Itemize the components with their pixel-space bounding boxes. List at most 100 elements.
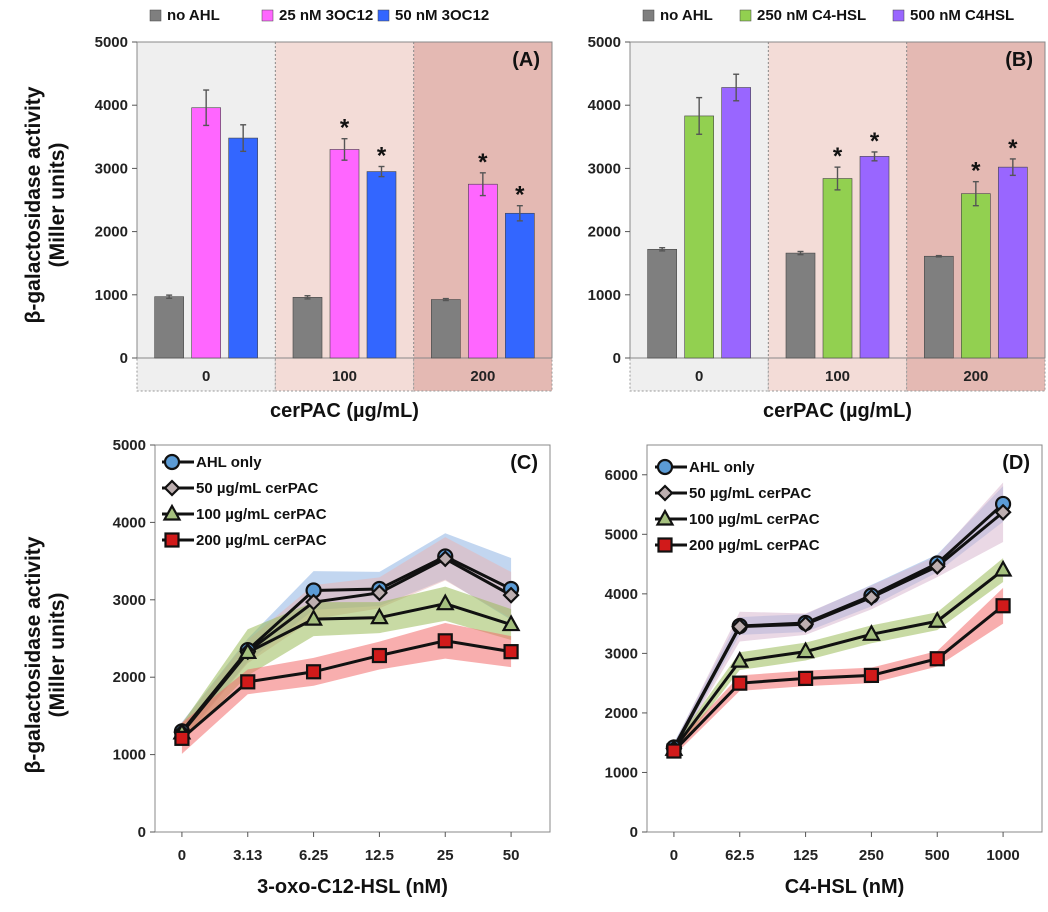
bar xyxy=(329,149,360,359)
x-axis-title: cerPAC (µg/mL) xyxy=(763,400,912,422)
y-tick-label: 2000 xyxy=(95,224,128,241)
significance-star: * xyxy=(833,143,843,170)
legend-label: 25 nM 3OC12 xyxy=(279,7,373,24)
legend-marker xyxy=(162,503,182,521)
bar xyxy=(191,107,221,359)
significance-star: * xyxy=(515,182,525,209)
data-point xyxy=(304,608,323,626)
significance-star: * xyxy=(1008,135,1018,162)
bar xyxy=(366,171,397,359)
x-tick-label: 250 xyxy=(859,847,884,864)
legend-label: AHL only xyxy=(196,454,262,471)
significance-star: * xyxy=(478,149,488,176)
data-point xyxy=(174,730,190,746)
y-axis-title-top-line1: β-galactosidase activity xyxy=(22,86,45,323)
y-axis-title-bottom-line2: (Miller units) xyxy=(46,593,69,718)
bar xyxy=(961,193,991,359)
bar xyxy=(468,183,498,359)
legend-marker xyxy=(656,458,674,476)
y-tick-label: 1000 xyxy=(95,287,128,304)
data-point xyxy=(862,624,881,641)
y-tick-label: 0 xyxy=(630,824,638,841)
x-tick-label: 125 xyxy=(793,847,818,864)
series-line xyxy=(180,639,512,740)
x-tick-label: 0 xyxy=(178,847,186,864)
panel-label: (C) xyxy=(510,452,538,474)
y-tick-label: 4000 xyxy=(113,514,146,531)
panel-label: (D) xyxy=(1002,452,1030,474)
x-tick-label: 25 xyxy=(437,847,454,864)
data-point xyxy=(993,559,1013,577)
x-tick-label: 0 xyxy=(695,368,703,385)
category-label-box xyxy=(136,357,276,392)
x-tick-label: 200 xyxy=(963,368,988,385)
y-tick-label: 4000 xyxy=(605,586,638,603)
bar xyxy=(228,137,258,359)
legend-label: no AHL xyxy=(167,7,220,24)
bar xyxy=(505,212,535,359)
y-tick-label: 3000 xyxy=(605,645,638,662)
legend-swatch xyxy=(149,9,162,22)
legend-marker xyxy=(656,484,674,502)
bar xyxy=(721,87,751,359)
y-tick-label: 5000 xyxy=(588,34,621,51)
y-tick-label: 5000 xyxy=(95,34,128,51)
bar xyxy=(292,297,323,359)
data-point xyxy=(503,644,519,660)
data-point xyxy=(305,664,322,680)
data-point xyxy=(863,667,880,684)
significance-star: * xyxy=(340,115,350,142)
confidence-band xyxy=(181,586,512,743)
series-line xyxy=(672,604,1005,753)
y-tick-label: 2000 xyxy=(113,669,146,686)
x-tick-label: 62.5 xyxy=(725,847,754,864)
x-tick-label: 12.5 xyxy=(365,847,394,864)
panel-label: (B) xyxy=(1005,49,1033,71)
data-point xyxy=(238,642,258,660)
y-tick-label: 3000 xyxy=(588,160,621,177)
bar xyxy=(924,255,954,359)
x-tick-label: 50 xyxy=(503,847,520,864)
legend-label: 250 nM C4-HSL xyxy=(757,7,866,24)
data-point xyxy=(929,651,945,667)
series-line xyxy=(672,511,1005,750)
data-point xyxy=(436,550,454,568)
data-point xyxy=(371,647,388,664)
y-tick-label: 3000 xyxy=(113,592,146,609)
x-tick-label: 500 xyxy=(925,847,950,864)
legend-label: 100 µg/mL cerPAC xyxy=(689,511,820,528)
x-axis-title: cerPAC (µg/mL) xyxy=(270,400,419,422)
bar xyxy=(684,115,714,359)
category-label-box xyxy=(767,357,908,392)
bar xyxy=(785,252,816,359)
y-tick-label: 0 xyxy=(138,824,146,841)
data-point xyxy=(502,586,520,604)
data-point xyxy=(732,675,748,691)
bar xyxy=(431,299,461,359)
data-point xyxy=(370,607,389,625)
y-tick-label: 1000 xyxy=(588,287,621,304)
x-tick-label: 100 xyxy=(332,368,357,385)
legend-swatch xyxy=(739,9,752,22)
y-tick-label: 2000 xyxy=(605,705,638,722)
y-tick-label: 2000 xyxy=(588,224,621,241)
data-point xyxy=(731,618,749,636)
confidence-band xyxy=(673,587,1004,756)
legend-marker xyxy=(164,532,180,548)
x-tick-label: 6.25 xyxy=(299,847,328,864)
y-axis-title-top-line2: (Miller units) xyxy=(46,143,69,268)
legend-label: 50 µg/mL cerPAC xyxy=(689,485,811,502)
data-point xyxy=(928,557,946,576)
x-axis-title: C4-HSL (nM) xyxy=(785,876,905,898)
x-axis-title: 3-oxo-C12-HSL (nM) xyxy=(257,876,448,898)
legend-marker xyxy=(657,537,673,553)
y-tick-label: 3000 xyxy=(95,160,128,177)
series-line xyxy=(180,602,512,734)
legend-label: AHL only xyxy=(689,459,755,476)
legend-label: no AHL xyxy=(660,7,713,24)
bar xyxy=(822,178,853,359)
data-point xyxy=(437,633,453,649)
data-point xyxy=(435,593,455,611)
x-tick-label: 3.13 xyxy=(233,847,262,864)
data-point xyxy=(240,674,256,690)
